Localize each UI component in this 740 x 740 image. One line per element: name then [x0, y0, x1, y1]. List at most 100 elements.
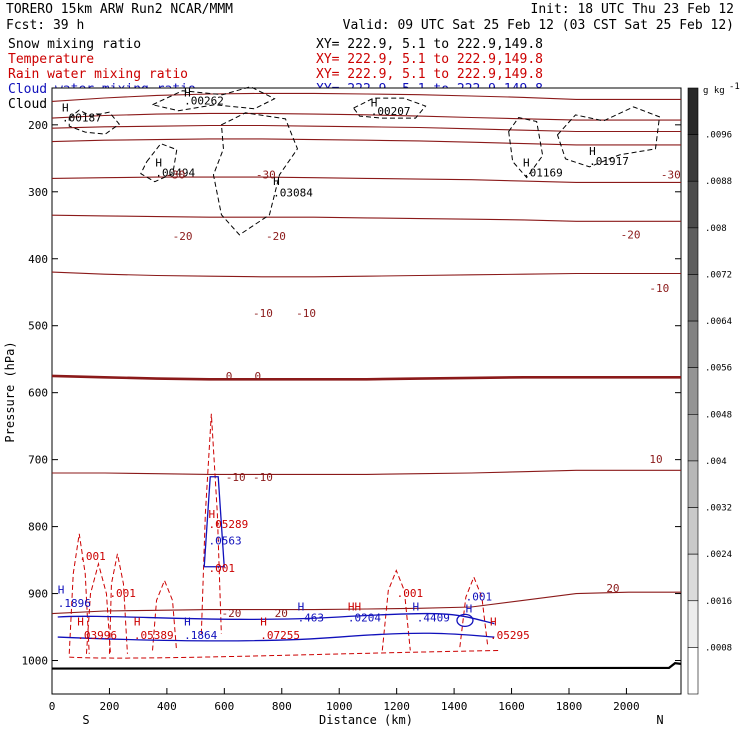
temperature-contour	[51, 124, 681, 133]
ice-contour	[150, 86, 276, 112]
contour-label: H	[155, 156, 162, 169]
contour-label: .0563	[209, 535, 242, 548]
y-tick-label: 200	[28, 119, 48, 132]
contour-label: H	[298, 600, 305, 613]
contour-label: .001	[209, 562, 236, 575]
colorbar-bin	[687, 274, 699, 322]
colorbar-bin	[687, 414, 699, 462]
contour-label: .00187	[62, 111, 102, 124]
legend-entry-xy: XY= 222.9, 5.1 to 222.9,149.8	[316, 52, 543, 67]
y-tick-label: 1000	[22, 655, 49, 668]
contour-label: 0	[254, 370, 261, 383]
colorbar-bin	[687, 647, 699, 695]
ice-contour	[556, 106, 661, 168]
contour-label: H	[58, 584, 65, 597]
contour-label: .001	[79, 550, 106, 563]
contour-label: .03996	[77, 629, 117, 642]
header-title: TORERO 15km ARW Run2 NCAR/MMM	[6, 2, 233, 17]
colorbar-tick-label: .0088	[705, 177, 732, 187]
x-axis-label: Distance (km)	[319, 713, 413, 727]
contour-label: .01169	[523, 166, 563, 179]
contour-label: H	[62, 101, 69, 114]
x-tick-label: 600	[214, 700, 234, 713]
colorbar-bin	[687, 507, 699, 555]
contour-label: .001	[109, 587, 136, 600]
x-tick-label: 800	[272, 700, 292, 713]
temperature-contour	[51, 138, 681, 146]
y-axis-label: Pressure (hPa)	[3, 341, 17, 442]
temperature-contour	[51, 112, 681, 121]
legend-entry-xy: XY= 222.9, 5.1 to 222.9,149.8	[316, 67, 543, 82]
colorbar-bin	[687, 600, 699, 648]
plot-frame	[51, 87, 682, 695]
contour-label: -20	[173, 230, 193, 243]
colorbar-bin	[687, 320, 699, 368]
colorbar-tick-label: .0064	[705, 317, 732, 327]
colorbar-tick-label: .004	[705, 457, 727, 467]
contour-label: .1864	[184, 629, 217, 642]
contour-label: .4409	[417, 612, 450, 625]
x-tick-label: 0	[49, 700, 56, 713]
contour-label: H	[523, 156, 530, 169]
rain-contour	[69, 649, 501, 659]
contour-label: -10	[649, 282, 669, 295]
rain-contour	[68, 533, 90, 654]
contour-label: -30	[165, 168, 185, 181]
ice-contour	[68, 109, 120, 135]
north-label: N	[656, 713, 663, 727]
y-tick-label: 900	[28, 588, 48, 601]
contour-label: .463	[298, 612, 325, 625]
rain-contour	[381, 569, 411, 651]
y-tick-label: 700	[28, 454, 48, 467]
legend-entry-name: Temperature	[8, 52, 94, 67]
contour-label: -10	[226, 471, 246, 484]
contour-label: H	[184, 87, 191, 100]
colorbar-bin	[687, 180, 699, 229]
contour-label: .01917	[589, 155, 629, 168]
colorbar-bin	[687, 227, 699, 275]
contour-label: .00262	[184, 95, 224, 108]
ice-contour	[140, 143, 178, 183]
contour-label: .05389	[134, 629, 174, 642]
legend-entry-xy: XY= 222.9, 5.1 to 222.9,149.8	[316, 37, 543, 52]
colorbar-unit-exp: -1	[729, 82, 740, 92]
header: TORERO 15km ARW Run2 NCAR/MMM Fcst: 39 h…	[6, 2, 734, 33]
x-tick-label: 1600	[498, 700, 525, 713]
contour-label: -20	[266, 230, 286, 243]
contour-label: H	[260, 616, 267, 629]
temperature-contour	[51, 92, 681, 102]
contour-label: H	[371, 97, 378, 110]
contour-label: -10	[253, 307, 273, 320]
contour-label: .03084	[273, 186, 313, 199]
ice-contour	[508, 116, 544, 179]
header-init: Init: 18 UTC Thu 23 Feb 12	[531, 2, 735, 17]
colorbar-tick-label: .0032	[705, 504, 732, 514]
colorbar-bin	[687, 460, 699, 508]
cloud-water-contour	[57, 632, 495, 642]
cloud-water-contour	[203, 476, 225, 568]
header-forecast: Fcst: 39 h	[6, 18, 84, 33]
header-valid: Valid: 09 UTC Sat 25 Feb 12 (03 CST Sat …	[343, 18, 734, 33]
colorbar-tick-label: .0048	[705, 410, 732, 420]
contour-label: -10	[296, 307, 316, 320]
surface-line	[51, 662, 682, 670]
contour-label: .00207	[371, 105, 411, 118]
contour-label: H	[184, 616, 191, 629]
colorbar-bin	[687, 367, 699, 415]
colorbar-tick-label: .0056	[705, 364, 732, 374]
x-tick-label: 1000	[326, 700, 353, 713]
colorbar-bin	[687, 134, 699, 182]
temperature-contour	[51, 176, 681, 183]
contour-label: H	[589, 145, 596, 158]
rain-contour	[108, 553, 128, 654]
x-tick-label: 1800	[556, 700, 583, 713]
colorbar-tick-label: .0072	[705, 270, 732, 280]
contour-label: H	[273, 175, 280, 188]
contour-label: 20	[606, 582, 619, 595]
contour-label: H	[134, 616, 141, 629]
contour-label: H	[77, 616, 84, 629]
contour-label: -30	[256, 168, 276, 181]
contour-label: .001	[466, 590, 493, 603]
contour-label: 20	[275, 607, 288, 620]
